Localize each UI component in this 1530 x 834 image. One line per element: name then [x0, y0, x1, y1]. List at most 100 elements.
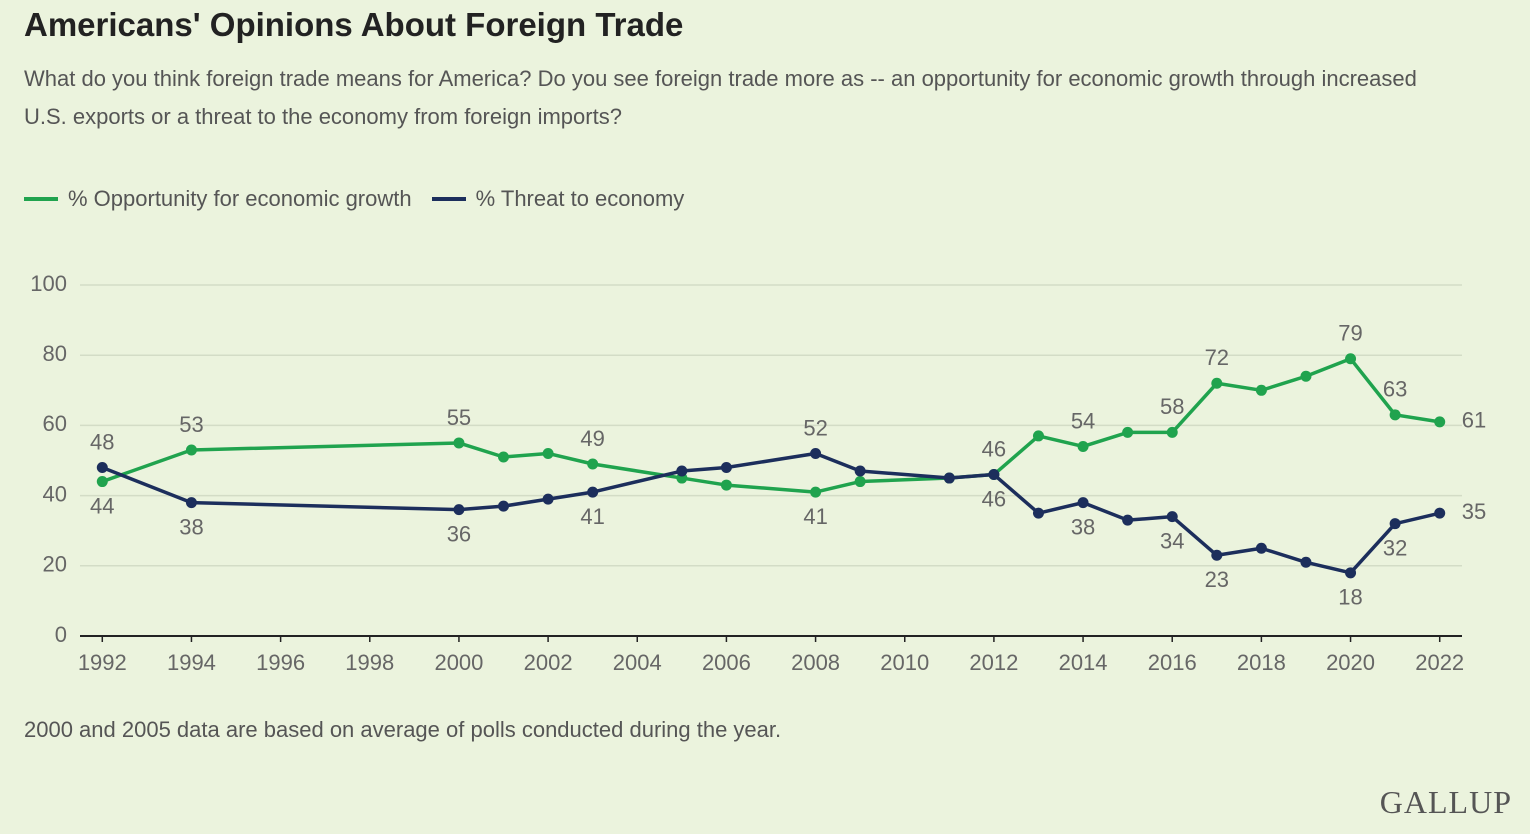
- data-point: [1077, 497, 1089, 509]
- data-point: [1345, 567, 1357, 579]
- x-tick-label: 2006: [702, 650, 751, 675]
- data-point: [854, 465, 866, 477]
- data-label: 34: [1160, 528, 1184, 553]
- data-point: [676, 465, 688, 477]
- data-point: [720, 462, 732, 474]
- x-tick-label: 2010: [880, 650, 929, 675]
- y-tick-label: 20: [43, 552, 67, 577]
- data-label: 18: [1338, 585, 1362, 610]
- data-label: 58: [1160, 394, 1184, 419]
- data-point: [1166, 511, 1178, 523]
- data-point: [453, 504, 465, 516]
- chart: 0 20 40 60 80 100 1992 1994 1996 1998 2000 2002 2004…: [30, 271, 1486, 675]
- y-tick-label: 60: [43, 411, 67, 436]
- x-tick-label: 2016: [1148, 650, 1197, 675]
- x-tick-label: 2000: [434, 650, 483, 675]
- legend-item: % Opportunity for economic growth: [24, 186, 412, 212]
- data-label: 41: [803, 504, 827, 529]
- data-label: 53: [179, 412, 203, 437]
- footnote: 2000 and 2005 data are based on average …: [24, 717, 782, 742]
- y-tick-label: 0: [55, 622, 67, 647]
- data-point: [1077, 440, 1089, 452]
- data-point: [810, 447, 822, 459]
- data-point: [1300, 370, 1312, 382]
- data-point: [1122, 426, 1134, 438]
- data-label: 23: [1205, 567, 1229, 592]
- data-point: [185, 444, 197, 456]
- x-tick-label: 1998: [345, 650, 394, 675]
- data-point: [587, 486, 599, 498]
- data-point: [1166, 426, 1178, 438]
- x-tick-label: 1996: [256, 650, 305, 675]
- data-point: [1434, 507, 1446, 519]
- data-point: [453, 437, 465, 449]
- data-point: [1032, 507, 1044, 519]
- series-line: [101, 451, 1441, 575]
- data-label: 35: [1462, 499, 1486, 524]
- x-tick-label: 2004: [613, 650, 662, 675]
- data-point: [96, 462, 108, 474]
- data-label: 61: [1462, 408, 1486, 433]
- legend-item: % Threat to economy: [431, 186, 685, 212]
- x-tick-label: 2022: [1415, 650, 1464, 675]
- data-point: [96, 476, 108, 488]
- data-point: [1389, 518, 1401, 530]
- data-label: 46: [982, 486, 1006, 511]
- data-label: 38: [179, 514, 203, 539]
- data-point: [587, 458, 599, 470]
- x-tick-label: 2002: [524, 650, 573, 675]
- legend-label: % Opportunity for economic growth: [68, 186, 412, 211]
- data-point: [1122, 514, 1134, 526]
- data-label: 46: [982, 436, 1006, 461]
- data-point: [720, 479, 732, 491]
- data-label: 72: [1205, 345, 1229, 370]
- x-tick-label: 2014: [1059, 650, 1108, 675]
- data-point: [1434, 416, 1446, 428]
- data-point: [1211, 377, 1223, 389]
- chart-subtitle: What do you think foreign trade means fo…: [24, 66, 1417, 129]
- data-point: [1255, 542, 1267, 554]
- data-point: [810, 486, 822, 498]
- data-label: 55: [447, 405, 471, 430]
- data-point: [1345, 353, 1357, 365]
- data-point: [185, 497, 197, 509]
- data-label: 44: [90, 493, 114, 518]
- x-tick-label: 2020: [1326, 650, 1375, 675]
- y-tick-label: 80: [43, 341, 67, 366]
- data-point: [498, 500, 510, 512]
- data-label: 32: [1383, 535, 1407, 560]
- x-tick-label: 1992: [78, 650, 127, 675]
- data-label: 41: [580, 504, 604, 529]
- legend-label: % Threat to economy: [475, 186, 685, 211]
- data-point: [542, 493, 554, 505]
- data-label: 52: [803, 415, 827, 440]
- data-point: [854, 476, 866, 488]
- data-label: 49: [580, 426, 604, 451]
- data-point: [1389, 409, 1401, 421]
- x-tick-label: 2018: [1237, 650, 1286, 675]
- data-point: [1300, 556, 1312, 568]
- y-tick-label: 40: [43, 481, 67, 506]
- legend-swatch: [24, 197, 58, 201]
- data-label: 54: [1071, 408, 1095, 433]
- data-point: [943, 472, 955, 484]
- legend: % Opportunity for economic growth % Threa…: [24, 186, 684, 212]
- legend-swatch: [431, 197, 466, 201]
- data-point: [1211, 549, 1223, 561]
- data-label: 38: [1071, 514, 1095, 539]
- data-label: 63: [1383, 377, 1407, 402]
- x-tick-label: 2012: [969, 650, 1018, 675]
- data-label: 48: [90, 429, 114, 454]
- x-tick-label: 1994: [167, 650, 216, 675]
- y-tick-label: 100: [30, 271, 67, 296]
- chart-title: Americans' Opinions About Foreign Trade: [24, 6, 684, 43]
- data-label: 79: [1338, 321, 1362, 346]
- data-point: [988, 469, 1000, 481]
- x-tick-label: 2008: [791, 650, 840, 675]
- data-point: [498, 451, 510, 463]
- data-point: [1255, 384, 1267, 396]
- data-point: [542, 447, 554, 459]
- data-label: 36: [447, 521, 471, 546]
- data-point: [1032, 430, 1044, 442]
